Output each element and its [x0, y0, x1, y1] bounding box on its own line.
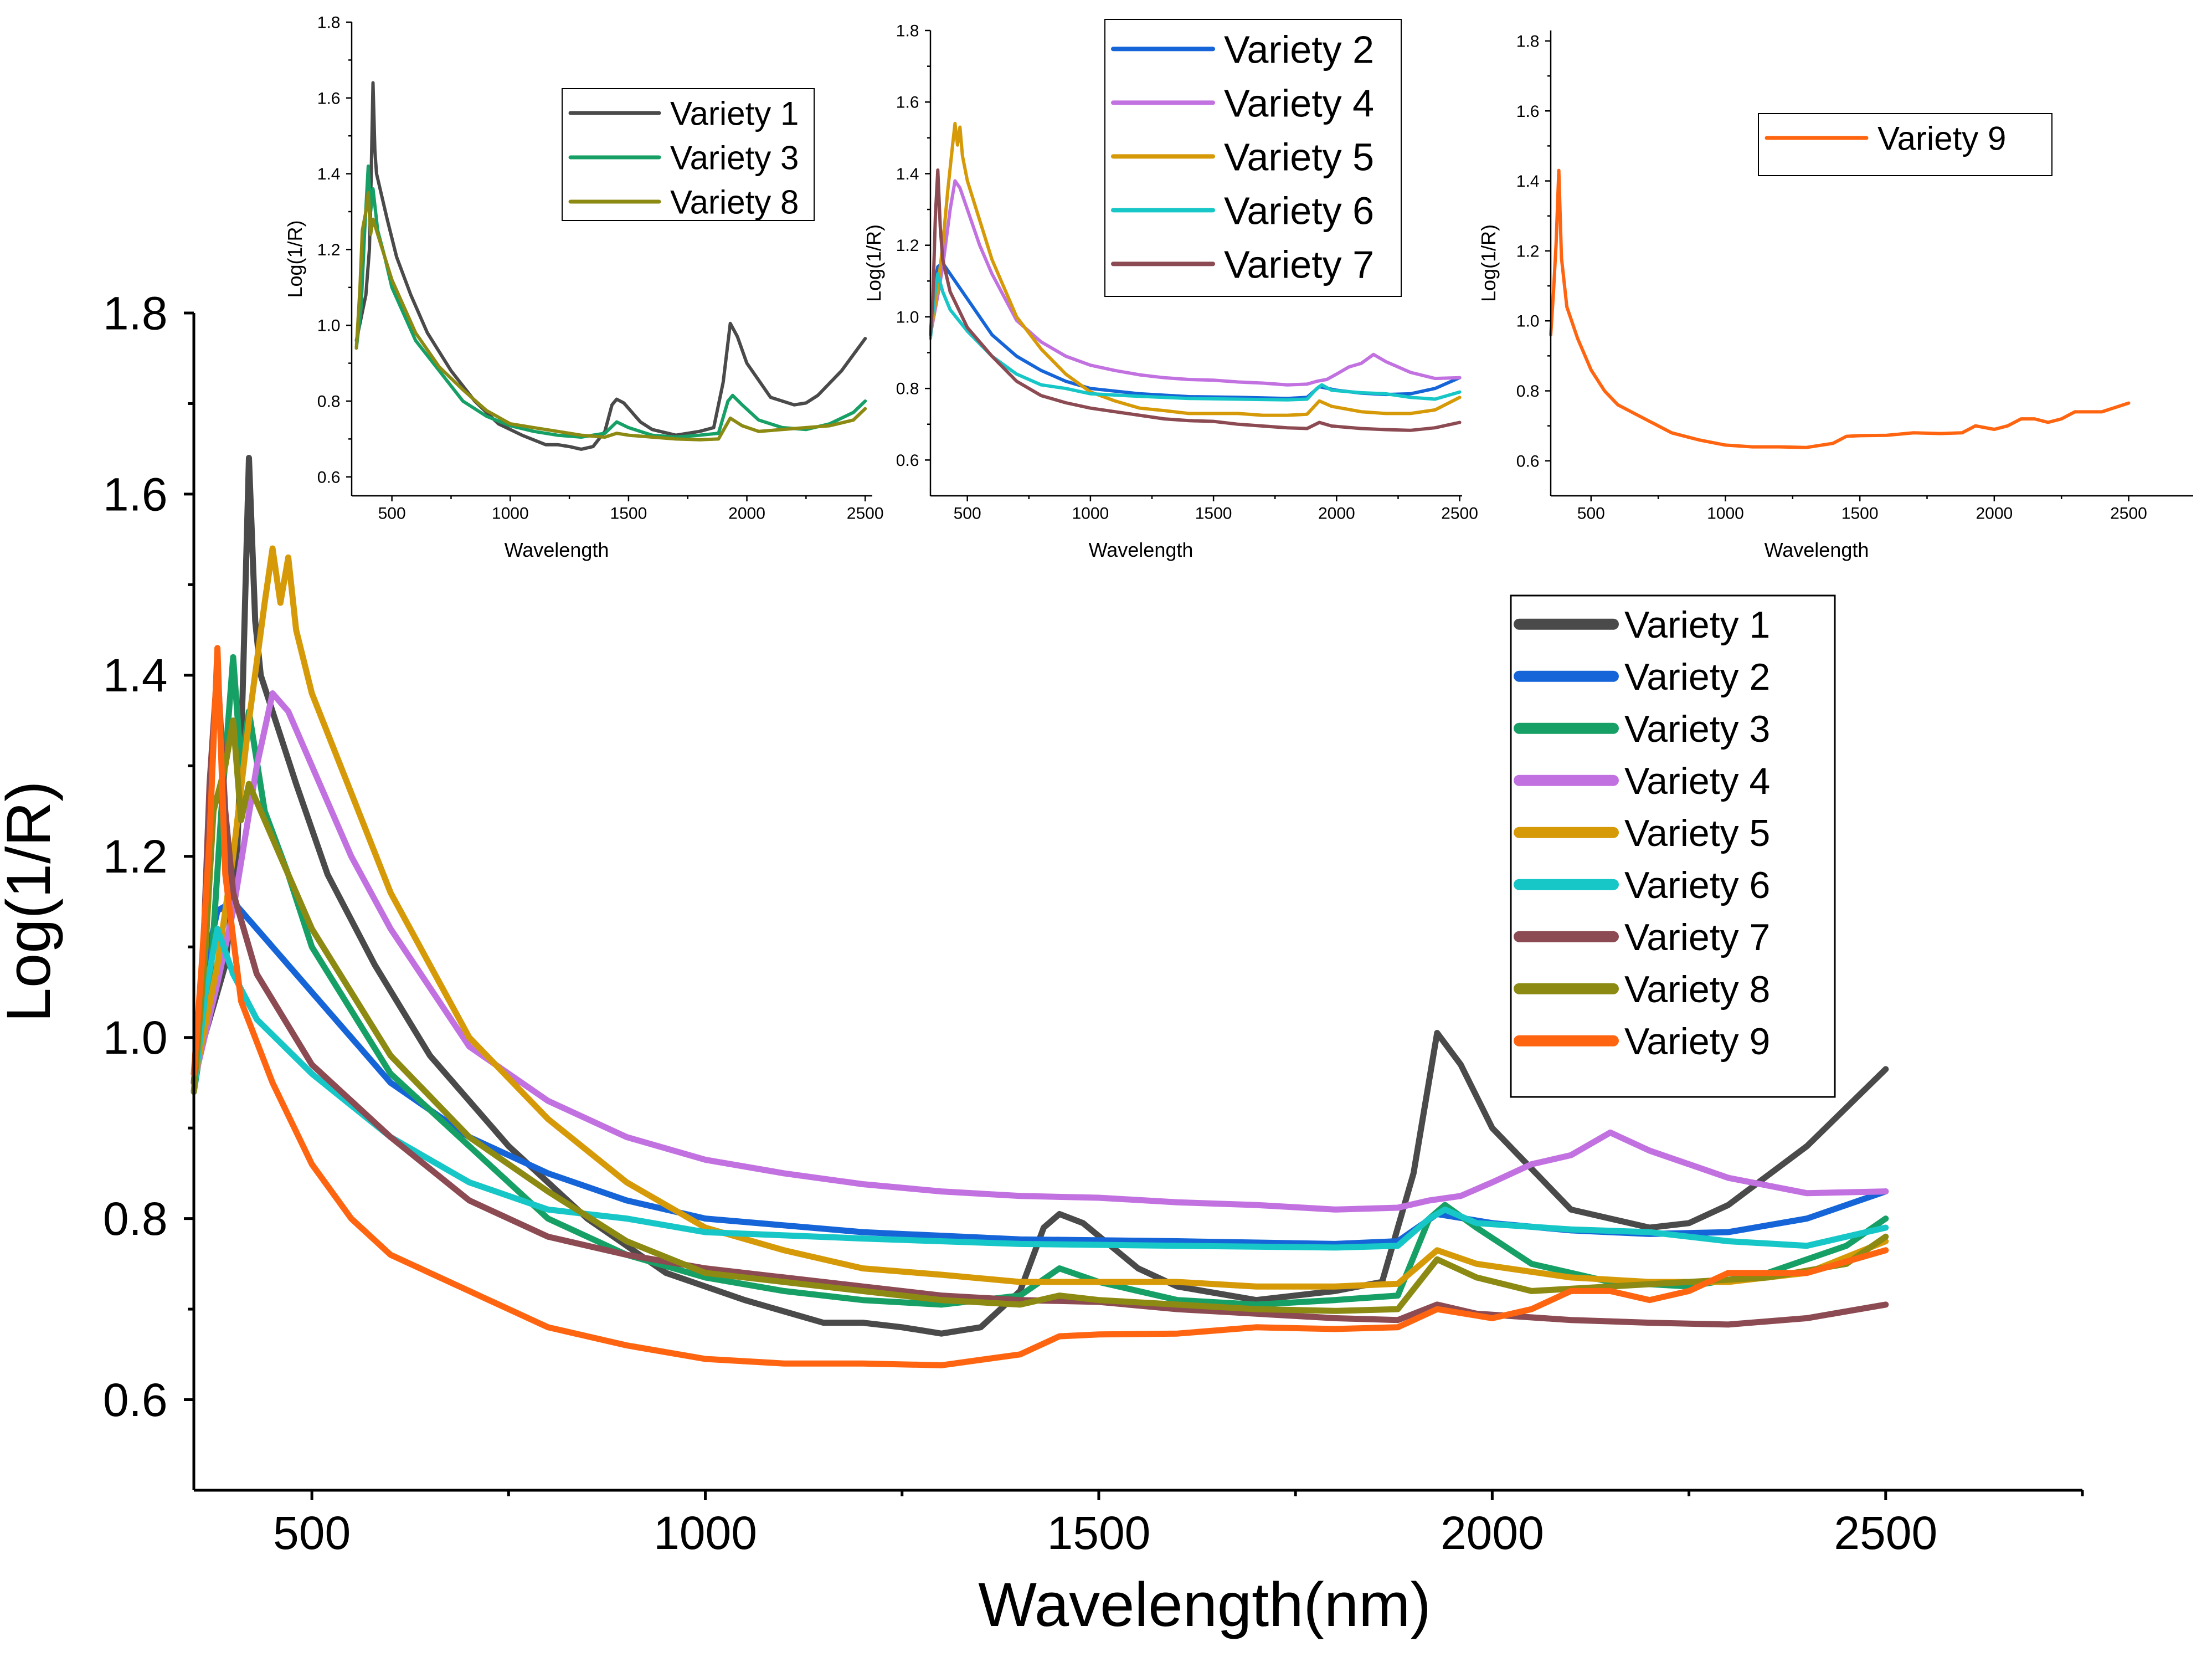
- x-axis-label: Wavelength: [1765, 538, 1869, 561]
- x-tick-label: 500: [1577, 505, 1605, 523]
- series-line-variety-1: [354, 81, 867, 451]
- legend-box: [562, 88, 815, 221]
- series-line-variety-4: [929, 179, 1462, 387]
- legend-label-variety-5: Variety 5: [1624, 812, 1770, 854]
- series-line-variety-4: [191, 690, 1889, 1213]
- y-axis-label: Log(1/R): [0, 781, 63, 1023]
- legend-label-variety-3: Variety 3: [1624, 708, 1770, 750]
- series-line-variety-3: [354, 164, 867, 439]
- y-tick-label: 1.6: [103, 468, 168, 520]
- y-tick-label: 1.0: [317, 317, 341, 335]
- y-tick-label: 1.4: [103, 649, 168, 701]
- legend-label-variety-3: Variety 3: [670, 140, 799, 177]
- x-tick-label: 1500: [1195, 505, 1232, 523]
- legend: Variety 9: [1758, 113, 2052, 176]
- x-tick-label: 1000: [654, 1507, 757, 1559]
- y-axis-label: Log(1/R): [1477, 224, 1500, 302]
- legend-label-variety-2: Variety 2: [1624, 656, 1770, 698]
- y-tick-label: 1.4: [896, 165, 919, 183]
- series-line-variety-9: [1549, 168, 2131, 449]
- chart-main: 500 1000 1500 2000 2500 0.6 0.8 1.0 1.2 1.4 1.6 1.8…: [0, 287, 2084, 1639]
- y-tick-label: 0.8: [103, 1193, 168, 1245]
- legend: Variety 1 Variety 3 Variety 8: [562, 88, 815, 221]
- x-tick-label: 2000: [1976, 505, 2013, 523]
- y-tick-label: 1.6: [1516, 102, 1540, 121]
- y-tick-label: 1.6: [317, 89, 341, 107]
- chart-inset3: 500 1000 1500 2000 2500 0.6 0.8 1.0 1.2 1.4 1.6 1.8…: [1477, 30, 2193, 561]
- x-tick-label: 2500: [1834, 1507, 1937, 1559]
- y-tick-label: 1.6: [896, 94, 919, 112]
- legend-label-variety-6: Variety 6: [1224, 189, 1374, 233]
- y-tick-label: 0.8: [317, 393, 341, 411]
- y-tick-label: 0.6: [1516, 452, 1540, 470]
- x-tick-label: 1500: [1047, 1507, 1151, 1559]
- legend-label-variety-9: Variety 9: [1877, 120, 2006, 157]
- series-line-variety-6: [929, 272, 1462, 402]
- legend-label-variety-1: Variety 1: [670, 95, 799, 132]
- x-tick-label: 2500: [847, 505, 884, 523]
- x-axis-label: Wavelength(nm): [978, 1570, 1431, 1639]
- legend-label-variety-6: Variety 6: [1624, 864, 1770, 906]
- y-tick-label: 0.8: [1516, 382, 1540, 401]
- x-axis-label: Wavelength: [505, 538, 609, 561]
- y-tick-label: 1.0: [1516, 312, 1540, 331]
- chart-inset2: 500 1000 1500 2000 2500 0.6 0.8 1.0 1.2 1.4 1.6 1.8…: [862, 19, 1478, 561]
- x-tick-label: 1000: [492, 505, 529, 523]
- series-line-variety-6: [191, 926, 1889, 1251]
- x-tick-label: 1000: [1707, 505, 1744, 523]
- y-tick-label: 0.6: [103, 1374, 168, 1426]
- legend-label-variety-4: Variety 4: [1624, 760, 1770, 802]
- legend-label-variety-9: Variety 9: [1624, 1020, 1770, 1063]
- legend-label-variety-7: Variety 7: [1224, 243, 1374, 286]
- x-tick-label: 1000: [1072, 505, 1109, 523]
- y-axis-label: Log(1/R): [862, 224, 885, 302]
- legend-label-variety-8: Variety 8: [1624, 968, 1770, 1010]
- y-tick-label: 1.2: [317, 241, 341, 259]
- series-line-variety-5: [929, 122, 1462, 417]
- series-line-variety-9: [191, 645, 1889, 1368]
- legend-label-variety-1: Variety 1: [1624, 604, 1770, 646]
- y-tick-label: 0.6: [896, 452, 919, 470]
- x-axis-label: Wavelength: [1089, 538, 1194, 561]
- legend-label-variety-4: Variety 4: [1224, 82, 1374, 125]
- series-line-variety-5: [191, 545, 1889, 1290]
- y-tick-label: 0.6: [317, 468, 341, 486]
- x-tick-label: 1500: [1841, 505, 1879, 523]
- legend-label-variety-2: Variety 2: [1224, 28, 1374, 71]
- y-tick-label: 1.8: [896, 22, 919, 40]
- legend-label-variety-7: Variety 7: [1624, 916, 1770, 958]
- y-tick-label: 1.0: [896, 308, 919, 326]
- y-tick-label: 1.4: [317, 165, 341, 183]
- y-tick-label: 1.8: [1516, 32, 1540, 50]
- legend-label-variety-8: Variety 8: [670, 184, 799, 221]
- x-tick-label: 500: [273, 1507, 351, 1559]
- x-tick-label: 2500: [2110, 505, 2147, 523]
- x-tick-label: 1500: [610, 505, 647, 523]
- x-tick-label: 500: [378, 505, 406, 523]
- y-tick-label: 1.8: [317, 14, 341, 32]
- y-tick-label: 1.8: [103, 287, 168, 339]
- legend-box: [1758, 113, 2052, 176]
- series-line-variety-8: [191, 717, 1889, 1314]
- x-tick-label: 2500: [1441, 505, 1478, 523]
- chart-inset1: 500 1000 1500 2000 2500 0.6 0.8 1.0 1.2 1.4 1.6 1.8…: [284, 14, 884, 562]
- y-tick-label: 1.0: [103, 1012, 168, 1064]
- y-tick-label: 0.8: [896, 380, 919, 398]
- y-axis-label: Log(1/R): [284, 220, 306, 297]
- y-tick-label: 1.2: [896, 237, 919, 255]
- y-tick-label: 1.4: [1516, 172, 1540, 191]
- legend: Variety 1 Variety 2 Variety 3 Variety 4 Vari…: [1510, 594, 1836, 1098]
- y-tick-label: 1.2: [103, 830, 168, 883]
- x-tick-label: 2000: [728, 505, 765, 523]
- series-line-variety-3: [191, 654, 1889, 1308]
- x-tick-label: 2000: [1318, 505, 1355, 523]
- y-tick-label: 1.2: [1516, 242, 1540, 260]
- series-line-variety-8: [354, 191, 867, 442]
- x-tick-label: 2000: [1441, 1507, 1544, 1559]
- x-tick-label: 500: [954, 505, 981, 523]
- series-line-variety-7: [929, 168, 1462, 432]
- legend: Variety 2 Variety 4 Variety 5 Variety 6 Vari…: [1104, 19, 1402, 297]
- legend-label-variety-5: Variety 5: [1224, 136, 1374, 179]
